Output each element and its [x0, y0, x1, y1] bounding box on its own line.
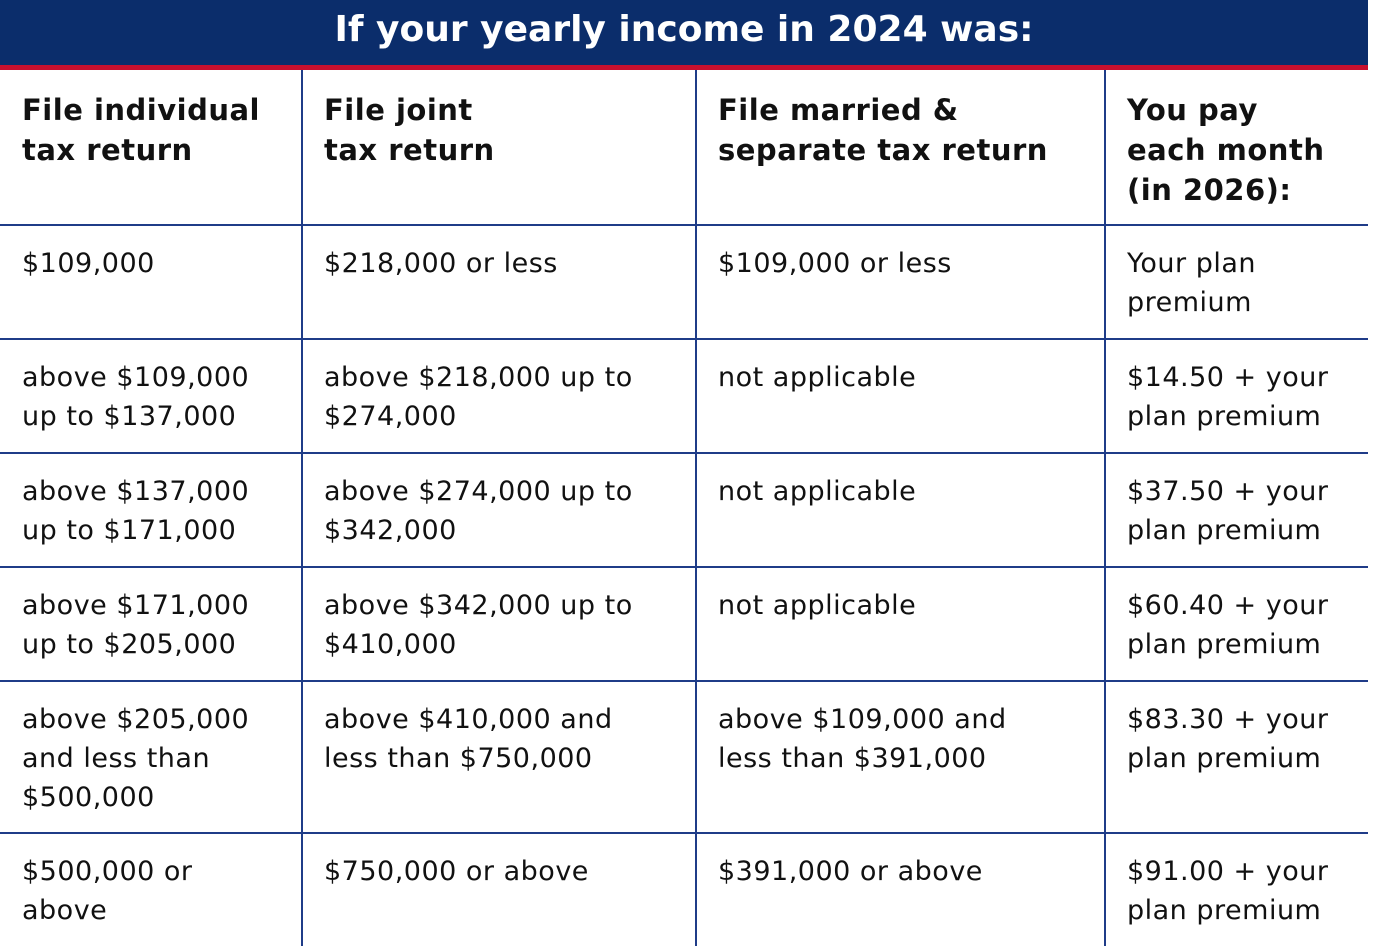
- table-cell: not applicable: [718, 358, 1097, 397]
- table-cell: $391,000 or above: [718, 852, 1097, 891]
- cell-line: up to $137,000: [22, 401, 237, 432]
- table-cell: above $171,000 up to $205,000: [22, 586, 294, 664]
- cell-line: $274,000: [324, 401, 457, 432]
- table-cell: above $274,000 up to $342,000: [324, 472, 688, 550]
- row-border: [0, 566, 1368, 568]
- cell-line: not applicable: [718, 362, 917, 393]
- cell-line: above $274,000 up to: [324, 476, 633, 507]
- table-cell: above $218,000 up to $274,000: [324, 358, 688, 436]
- cell-line: above $410,000 and: [324, 704, 613, 735]
- cell-line: (in 2026):: [1127, 173, 1292, 207]
- title-bar: If your yearly income in 2024 was:: [0, 0, 1368, 65]
- cell-line: File joint: [324, 93, 473, 127]
- cell-line: not applicable: [718, 476, 917, 507]
- cell-line: $109,000 or less: [718, 248, 952, 279]
- cell-line: premium: [1127, 287, 1252, 318]
- row-border: [0, 452, 1368, 454]
- cell-line: $342,000: [324, 515, 457, 546]
- table-cell: Your plan premium: [1127, 244, 1360, 322]
- cell-line: $391,000 or above: [718, 856, 983, 887]
- cell-line: $410,000: [324, 629, 457, 660]
- cell-line: $218,000 or less: [324, 248, 558, 279]
- cell-line: File married &: [718, 93, 959, 127]
- column-border: [695, 70, 697, 946]
- cell-line: plan premium: [1127, 401, 1322, 432]
- table-cell: above $109,000 up to $137,000: [22, 358, 294, 436]
- cell-line: $60.40 + your: [1127, 590, 1329, 621]
- table-cell: $750,000 or above: [324, 852, 688, 891]
- table-cell: above $410,000 and less than $750,000: [324, 700, 688, 778]
- column-border: [1104, 70, 1106, 946]
- column-header: File joint tax return: [324, 90, 688, 170]
- table-cell: not applicable: [718, 472, 1097, 511]
- cell-line: above $109,000: [22, 362, 250, 393]
- red-stripe: [0, 65, 1368, 70]
- cell-line: and less than: [22, 743, 211, 774]
- row-border: [0, 338, 1368, 340]
- cell-line: above $342,000 up to: [324, 590, 633, 621]
- table-cell: $109,000: [22, 244, 294, 283]
- table-cell: $14.50 + your plan premium: [1127, 358, 1360, 436]
- table-cell: above $205,000 and less than $500,000: [22, 700, 294, 817]
- table-cell: $37.50 + your plan premium: [1127, 472, 1360, 550]
- cell-line: $83.30 + your: [1127, 704, 1329, 735]
- table-cell: above $137,000 up to $171,000: [22, 472, 294, 550]
- cell-line: above $218,000 up to: [324, 362, 633, 393]
- cell-line: File individual: [22, 93, 260, 127]
- cell-line: tax return: [324, 133, 495, 167]
- table-cell: $60.40 + your plan premium: [1127, 586, 1360, 664]
- cell-line: each month: [1127, 133, 1325, 167]
- table-cell: $109,000 or less: [718, 244, 1097, 283]
- cell-line: plan premium: [1127, 629, 1322, 660]
- cell-line: up to $171,000: [22, 515, 237, 546]
- column-header: File married & separate tax return: [718, 90, 1097, 170]
- table-cell: above $109,000 and less than $391,000: [718, 700, 1097, 778]
- table-cell: $83.30 + your plan premium: [1127, 700, 1360, 778]
- cell-line: above $171,000: [22, 590, 250, 621]
- cell-line: not applicable: [718, 590, 917, 621]
- cell-line: above $137,000: [22, 476, 250, 507]
- row-border: [0, 224, 1368, 226]
- column-header: You pay each month (in 2026):: [1127, 90, 1360, 210]
- cell-line: plan premium: [1127, 743, 1322, 774]
- cell-line: $109,000: [22, 248, 155, 279]
- cell-line: tax return: [22, 133, 193, 167]
- table-cell: above $342,000 up to $410,000: [324, 586, 688, 664]
- cell-line: above $109,000 and: [718, 704, 1007, 735]
- cell-line: Your plan: [1127, 248, 1257, 279]
- cell-line: $91.00 + your: [1127, 856, 1329, 887]
- cell-line: above: [22, 895, 108, 926]
- cell-line: less than $391,000: [718, 743, 987, 774]
- cell-line: $37.50 + your: [1127, 476, 1329, 507]
- table-cell: $91.00 + your plan premium: [1127, 852, 1360, 930]
- cell-line: You pay: [1127, 93, 1258, 127]
- row-border: [0, 832, 1368, 834]
- cell-line: $750,000 or above: [324, 856, 589, 887]
- table-cell: $218,000 or less: [324, 244, 688, 283]
- column-border: [301, 70, 303, 946]
- column-header: File individual tax return: [22, 90, 294, 170]
- cell-line: $500,000: [22, 782, 155, 813]
- table-cell: $500,000 or above: [22, 852, 294, 930]
- table-cell: not applicable: [718, 586, 1097, 625]
- cell-line: plan premium: [1127, 515, 1322, 546]
- cell-line: less than $750,000: [324, 743, 593, 774]
- cell-line: up to $205,000: [22, 629, 237, 660]
- cell-line: separate tax return: [718, 133, 1048, 167]
- cell-line: plan premium: [1127, 895, 1322, 926]
- cell-line: above $205,000: [22, 704, 250, 735]
- cell-line: $14.50 + your: [1127, 362, 1329, 393]
- cell-line: $500,000 or: [22, 856, 193, 887]
- row-border: [0, 680, 1368, 682]
